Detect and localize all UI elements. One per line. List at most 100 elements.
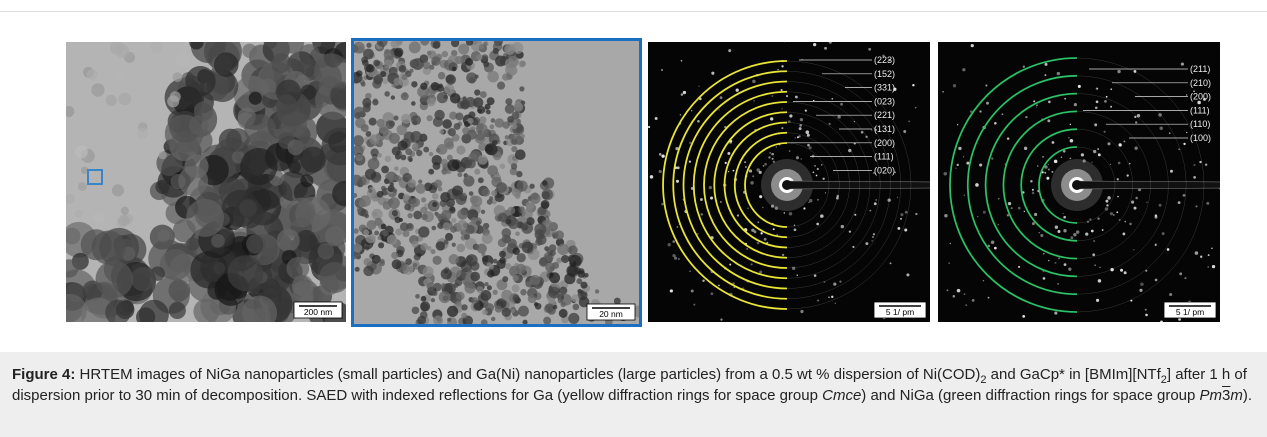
spot [831,296,833,298]
particle [155,180,169,194]
particle [456,194,467,205]
spot [835,303,836,304]
spot [817,199,819,201]
particle [356,154,363,161]
particle [513,295,520,302]
particle [433,117,443,127]
spot [678,258,680,260]
spot [915,107,917,109]
spot [1091,230,1094,233]
panel: 20 nm [348,36,645,327]
particle [450,266,461,277]
particle [495,305,502,312]
spot [756,168,760,172]
spot [734,287,735,288]
spot [828,296,830,298]
spot [661,154,664,157]
caption: Figure 4: HRTEM images of NiGa nanoparti… [0,352,1267,437]
particle [457,209,468,220]
spot [822,178,824,180]
particle [464,234,470,240]
spot [1145,314,1148,317]
particle [501,290,512,301]
particle [454,123,461,130]
particle [500,163,506,169]
particle [517,119,521,123]
spot [971,44,974,47]
particle [176,52,190,66]
particle [479,44,484,49]
particle [392,210,398,216]
particle [441,210,451,220]
spot [872,236,874,238]
particle [402,74,408,80]
spot [725,162,727,164]
spot [1078,85,1081,88]
reflection-label: (211) [1190,64,1210,74]
particle [491,317,495,321]
spot [1107,142,1110,145]
particle [520,289,526,295]
spot [805,110,807,112]
particle [121,300,133,312]
spot [1113,214,1115,216]
spot [689,270,691,272]
spot [677,226,679,228]
spot [1007,137,1010,140]
particle [394,166,399,171]
spot [1063,213,1064,214]
spot [1140,283,1143,286]
particle [456,145,465,154]
spot [1048,101,1051,104]
particle [427,98,436,107]
particle [429,65,434,70]
spot [1110,88,1112,90]
particle [433,41,441,49]
spot [1208,254,1210,256]
spot [957,289,961,293]
spot [1106,204,1108,206]
spot [1074,12,1077,15]
spot [1117,70,1120,73]
spot [950,243,951,244]
particle [519,86,524,91]
caption-text: and GaCp* in [BMIm][NTf [987,366,1161,383]
spot [1002,113,1004,115]
particle [578,270,586,278]
caption-text: ). [1243,387,1252,404]
spot [1200,256,1202,258]
particle [151,41,164,54]
reflection-label: (200) [1190,92,1211,102]
spot [869,210,871,212]
spot [1178,201,1181,204]
particle [505,263,511,269]
particle [254,307,271,324]
spot [698,85,699,86]
spot [1052,141,1055,144]
particle [470,272,480,282]
spot [1195,251,1199,255]
spot [777,69,778,70]
particle [384,59,393,68]
spot [965,304,967,306]
spot [744,161,746,163]
spot [871,130,872,131]
particle [325,226,346,247]
panel: 200 nm [53,28,363,332]
spot [763,165,765,167]
spot [659,153,662,156]
spot [643,141,646,144]
particle [63,106,74,117]
spot [1094,123,1097,126]
spot [681,93,684,96]
particle [186,237,199,250]
particle [443,95,447,99]
spot [781,127,783,129]
particle [439,291,451,303]
spot [991,157,993,159]
spot [723,331,726,334]
particle [497,82,505,90]
particle [385,156,392,163]
particle [373,75,382,84]
spot [749,169,752,172]
